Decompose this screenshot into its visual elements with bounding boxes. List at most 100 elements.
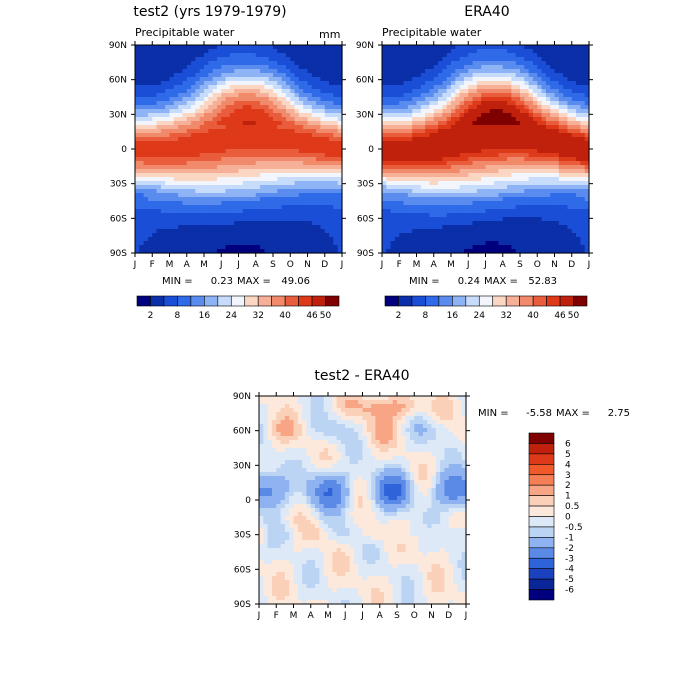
field-cell [135, 133, 140, 138]
field-cell [481, 133, 487, 138]
panel-test2-max-value: 49.06 [281, 276, 310, 287]
field-cell [324, 229, 330, 234]
field-cell [294, 53, 300, 58]
field-cell [208, 85, 214, 90]
field-cell [399, 173, 405, 178]
field-cell [511, 201, 517, 206]
field-cell [160, 89, 166, 94]
field-cell [399, 101, 405, 106]
field-cell [216, 49, 222, 54]
field-cell [251, 237, 257, 242]
field-cell [316, 189, 322, 194]
field-cell [412, 45, 418, 50]
field-cell [212, 109, 218, 114]
field-cell [294, 157, 300, 162]
field-cell [273, 233, 278, 238]
field-cell [186, 109, 192, 114]
field-cell [507, 49, 512, 54]
field-cell [507, 201, 512, 206]
field-cell [221, 161, 227, 166]
field-cell [446, 65, 452, 70]
field-cell [455, 129, 461, 134]
field-cell [459, 193, 465, 198]
field-cell [247, 85, 253, 90]
field-cell [216, 237, 222, 242]
field-cell [268, 57, 274, 62]
field-cell [204, 173, 209, 178]
field-cell [390, 109, 396, 114]
field-cell [329, 225, 334, 230]
field-cell [208, 97, 214, 102]
field-cell [320, 53, 326, 58]
field-cell [135, 221, 140, 226]
field-cell [204, 161, 209, 166]
field-cell [139, 153, 145, 158]
field-cell [576, 161, 581, 166]
field-cell [567, 109, 573, 114]
field-cell [433, 173, 439, 178]
field-cell [242, 49, 248, 54]
field-cell [169, 249, 175, 254]
x-tick-label: N [304, 260, 311, 270]
field-cell [260, 161, 265, 166]
field-cell [195, 185, 201, 190]
field-cell [550, 129, 556, 134]
field-cell [143, 73, 149, 78]
field-cell [554, 157, 560, 162]
field-cell [264, 53, 270, 58]
field-cell [199, 153, 205, 158]
field-cell [152, 61, 158, 66]
field-cell [481, 181, 487, 186]
field-cell [438, 129, 443, 134]
field-cell [502, 197, 508, 202]
field-cell [528, 229, 534, 234]
field-cell [438, 213, 443, 218]
field-cell [160, 145, 166, 150]
x-tick-label: J [236, 260, 240, 270]
field-cell [554, 193, 560, 198]
field-cell [204, 197, 209, 202]
field-cell [472, 201, 478, 206]
field-cell [515, 121, 521, 126]
field-cell [507, 153, 512, 158]
field-cell [199, 233, 205, 238]
field-cell [221, 77, 227, 82]
field-cell [476, 73, 482, 78]
field-cell [494, 165, 500, 170]
field-cell [520, 149, 525, 154]
field-cell [502, 121, 508, 126]
field-cell [225, 241, 231, 246]
field-cell [139, 169, 145, 174]
field-cell [576, 185, 581, 190]
field-cell [481, 165, 487, 170]
field-cell [580, 229, 586, 234]
field-cell [468, 125, 474, 130]
field-cell [156, 97, 162, 102]
field-cell [515, 113, 521, 118]
field-cell [182, 77, 188, 82]
field-cell [285, 245, 291, 250]
field-cell [273, 129, 278, 134]
field-cell [550, 73, 556, 78]
field-cell [455, 109, 461, 114]
field-cell [333, 57, 339, 62]
field-cell [147, 157, 153, 162]
field-cell [229, 145, 235, 150]
field-cell [139, 53, 145, 58]
field-cell [238, 53, 244, 58]
field-cell [520, 153, 525, 158]
field-cell [320, 141, 326, 146]
field-cell [545, 161, 551, 166]
field-cell [216, 45, 222, 50]
field-cell [303, 69, 309, 74]
field-cell [524, 49, 530, 54]
field-cell [234, 193, 240, 198]
field-cell [438, 197, 443, 202]
field-cell [307, 161, 313, 166]
field-cell [563, 65, 569, 70]
field-cell [481, 233, 487, 238]
field-cell [407, 57, 413, 62]
field-cell [199, 65, 205, 70]
field-cell [229, 209, 235, 214]
field-cell [260, 149, 265, 154]
